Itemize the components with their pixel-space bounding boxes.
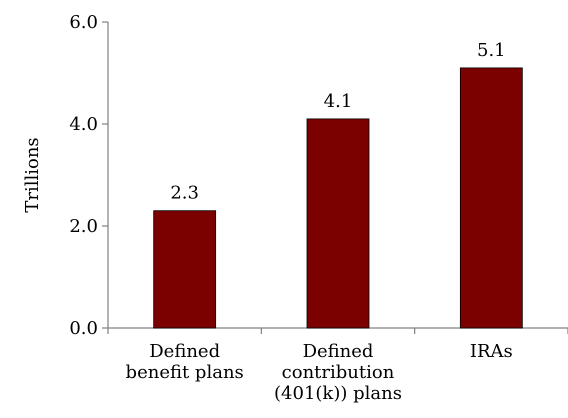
bar — [153, 210, 217, 329]
bar-value-label: 2.3 — [170, 183, 199, 204]
bar-value-label: 5.1 — [477, 40, 506, 61]
x-category-label-line: Defined — [303, 341, 374, 362]
bar — [306, 118, 370, 329]
bar — [459, 67, 523, 329]
y-tick-label: 0.0 — [69, 318, 98, 339]
y-tick-label: 2.0 — [69, 216, 98, 237]
bar-value-label: 4.1 — [324, 91, 353, 112]
y-axis-title: Trillions — [22, 137, 43, 212]
x-category-label-line: Defined — [149, 341, 220, 362]
x-category-label-line: benefit plans — [126, 362, 244, 383]
x-category-label: IRAs — [470, 341, 513, 362]
x-category-label-line: IRAs — [470, 341, 513, 362]
y-tick-label: 6.0 — [69, 12, 98, 33]
x-category-label-line: (401(k)) plans — [274, 383, 402, 404]
x-category-label: Defined contribution (401(k)) plans — [274, 341, 402, 404]
x-category-label-line: contribution — [282, 362, 395, 383]
x-category-label: Defined benefit plans — [126, 341, 244, 383]
y-tick-label: 4.0 — [69, 114, 98, 135]
